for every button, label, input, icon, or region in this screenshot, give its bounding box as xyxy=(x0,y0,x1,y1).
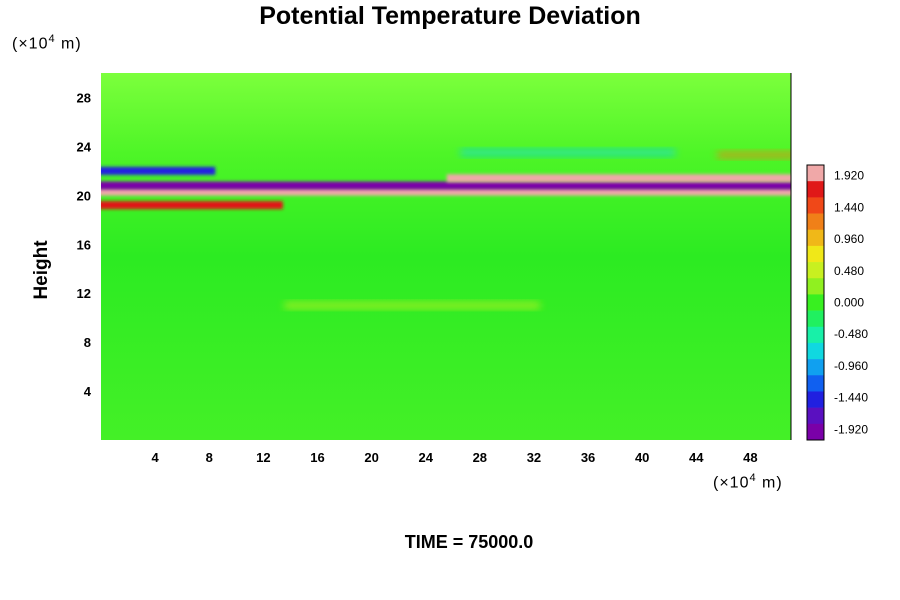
colorbar-segment xyxy=(807,262,824,279)
plot-area xyxy=(101,73,791,440)
field-band xyxy=(460,149,676,156)
x-tick-label: 44 xyxy=(689,450,704,465)
field-band xyxy=(101,187,791,196)
colorbar-segment xyxy=(807,278,824,295)
colorbar-segment xyxy=(807,294,824,311)
x-tick-label: 12 xyxy=(256,450,270,465)
colorbar-tick-label: -1.440 xyxy=(834,391,868,405)
colorbar-segment xyxy=(807,310,824,328)
x-tick-label: 20 xyxy=(364,450,378,465)
x-tick-label: 24 xyxy=(418,450,433,465)
field-band xyxy=(284,302,540,309)
x-axis-unit: (×104 m) xyxy=(713,472,783,492)
colorbar-segment xyxy=(807,165,824,182)
colorbar-segment xyxy=(807,342,824,360)
y-tick-label: 16 xyxy=(77,237,91,252)
colorbar: 1.920 1.440 0.960 0.480 0.000 -0.480 -0.960 -1.… xyxy=(806,164,868,441)
colorbar-segment xyxy=(807,326,824,344)
field-band xyxy=(101,166,216,175)
heatmap-field xyxy=(101,149,791,309)
x-tick-label: 8 xyxy=(206,450,213,465)
colorbar-tick-label: 1.440 xyxy=(834,200,864,214)
colorbar-tick-label: 0.000 xyxy=(834,296,864,310)
time-label: TIME = 75000.0 xyxy=(404,532,534,552)
colorbar-segment xyxy=(807,375,824,392)
colorbar-tick-label: 0.960 xyxy=(834,232,864,246)
x-tick-label: 28 xyxy=(473,450,487,465)
colorbar-tick-label: 1.920 xyxy=(834,169,864,183)
colorbar-segment xyxy=(807,391,824,408)
colorbar-tick-label: -0.480 xyxy=(834,327,868,341)
y-tick-label: 4 xyxy=(84,384,92,399)
y-tick-label: 8 xyxy=(84,335,91,350)
field-band xyxy=(101,181,791,190)
field-band xyxy=(717,151,791,158)
y-tick-label: 12 xyxy=(77,286,91,301)
colorbar-segment xyxy=(807,213,824,231)
field-band xyxy=(101,201,283,210)
colorbar-segment xyxy=(807,359,824,376)
colorbar-frame xyxy=(806,164,825,441)
colorbar-tick-label: -1.920 xyxy=(834,422,868,436)
colorbar-segment xyxy=(807,245,824,263)
x-tick-label: 4 xyxy=(152,450,160,465)
x-tick-label: 16 xyxy=(310,450,324,465)
field-band xyxy=(446,174,791,183)
colorbar-tick-label: -0.960 xyxy=(834,359,868,373)
x-tick-label: 40 xyxy=(635,450,649,465)
colorbar-segment xyxy=(807,407,824,425)
x-tick-label: 32 xyxy=(527,450,541,465)
x-tick-label: 48 xyxy=(743,450,757,465)
y-tick-label: 28 xyxy=(77,90,91,105)
y-tick-label: 20 xyxy=(77,188,91,203)
y-tick-label: 24 xyxy=(77,139,92,154)
colorbar-segment xyxy=(807,181,824,198)
colorbar-tick-label: 0.480 xyxy=(834,264,864,278)
x-tick-label: 36 xyxy=(581,450,595,465)
chart-title: Potential Temperature Deviation xyxy=(259,2,641,30)
y-axis-unit: (×104 m) xyxy=(12,33,82,53)
colorbar-segment xyxy=(807,229,824,247)
colorbar-segment xyxy=(807,197,824,214)
colorbar-segment xyxy=(807,423,824,441)
